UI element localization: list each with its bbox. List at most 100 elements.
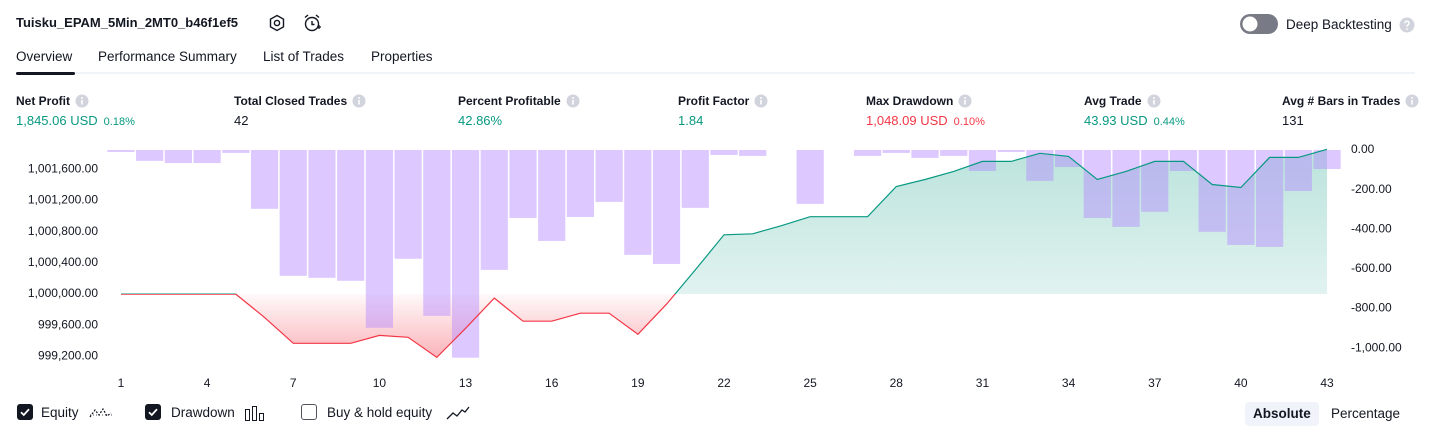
drawdown-checkbox[interactable]	[145, 404, 161, 420]
drawdown-bar	[566, 149, 595, 217]
drawdown-bar	[796, 149, 824, 204]
metric-label: Total Closed Trades	[234, 94, 366, 108]
drawdown-checkbox-label[interactable]: Drawdown	[171, 405, 235, 420]
tab[interactable]: List of Trades	[263, 49, 345, 64]
info-icon[interactable]	[958, 94, 972, 108]
metric-value-text: 1.84	[678, 113, 704, 128]
metric-percent: 0.18%	[103, 116, 135, 128]
metric-label: Avg Trade	[1084, 94, 1161, 108]
drawdown-bar	[882, 149, 910, 153]
metric-value: 42.86%	[458, 113, 502, 128]
x-tick-label: 40	[1234, 376, 1248, 390]
info-icon[interactable]	[566, 94, 580, 108]
metric-label-text: Max Drawdown	[866, 94, 954, 108]
drawdown-bar	[337, 149, 365, 281]
metric-value: 1.84	[678, 113, 703, 128]
metric-label-text: Avg # Bars in Trades	[1282, 94, 1401, 108]
drawdown-bar	[911, 149, 939, 158]
help-icon[interactable]	[1399, 17, 1415, 33]
y-tick-label: 1,001,200.00	[28, 193, 98, 207]
drawdown-bar	[193, 149, 221, 164]
y2-tick-label: -600.00	[1351, 261, 1392, 275]
info-icon[interactable]	[352, 94, 366, 108]
x-tick-label: 7	[290, 376, 297, 390]
x-tick-label: 34	[1062, 376, 1076, 390]
metric-value-text: 131	[1282, 113, 1304, 128]
metric-value-text: 1,845.06 USD	[16, 113, 98, 128]
deep-backtesting-toggle[interactable]	[1240, 14, 1278, 34]
metric-value-text: 1,048.09 USD	[866, 113, 948, 128]
chart: 999,200.00 999,600.00 1,000,000.00 1,000,40…	[28, 142, 1402, 390]
metric-label-text: Net Profit	[16, 94, 70, 108]
x-tick-label: 22	[717, 376, 731, 390]
y-tick-label: 999,600.00	[38, 317, 98, 331]
metric-label-text: Total Closed Trades	[234, 94, 348, 108]
drawdown-bar	[1256, 149, 1284, 247]
drawdown-bar	[480, 149, 508, 270]
drawdown-bar	[681, 149, 709, 208]
info-icon[interactable]	[754, 94, 768, 108]
equity-checkbox-label[interactable]: Equity	[41, 405, 79, 420]
drawdown-bar	[997, 149, 1025, 152]
y2-tick-label: -800.00	[1351, 301, 1392, 315]
x-tick-label: 1	[118, 376, 125, 390]
x-tick-label: 28	[890, 376, 904, 390]
drawdown-bar	[538, 149, 566, 241]
settings-icon[interactable]	[268, 14, 286, 32]
tab[interactable]: Overview	[16, 49, 73, 64]
x-tick-label: 13	[459, 376, 473, 390]
drawdown-bar	[1054, 149, 1083, 168]
drawdown-bar	[853, 149, 882, 156]
drawdown-bar	[739, 149, 767, 156]
metric-label-text: Profit Factor	[678, 94, 750, 108]
percentage-button[interactable]: Percentage	[1331, 406, 1401, 421]
tab[interactable]: Performance Summary	[98, 49, 237, 64]
drawdown-bar	[652, 149, 681, 264]
x-tick-label: 10	[373, 376, 387, 390]
alert-icon[interactable]	[302, 13, 322, 33]
equity-checkbox[interactable]	[17, 404, 33, 420]
drawdown-bar	[1083, 149, 1111, 218]
drawdown-bar	[1313, 149, 1341, 169]
drawdown-bar	[1198, 149, 1226, 232]
tab[interactable]: Properties	[371, 49, 433, 64]
info-icon[interactable]	[75, 94, 89, 108]
drawdown-bar	[1141, 149, 1169, 212]
drawdown-bar	[595, 149, 623, 202]
drawdown-bar	[1026, 149, 1054, 181]
equity-line	[121, 148, 1328, 359]
info-icon[interactable]	[1405, 94, 1419, 108]
metric-label: Profit Factor	[678, 94, 768, 108]
x-tick-label: 16	[545, 376, 559, 390]
metric-label: Max Drawdown	[866, 94, 972, 108]
drawdown-bar	[250, 149, 279, 209]
metric-value-text: 43.93 USD	[1084, 113, 1148, 128]
drawdown-bar	[279, 149, 307, 276]
metric-label-text: Avg Trade	[1084, 94, 1142, 108]
metric-label: Avg # Bars in Trades	[1282, 94, 1419, 108]
drawdown-bar	[710, 149, 738, 155]
buy-hold-checkbox-label[interactable]: Buy & hold equity	[327, 405, 433, 420]
drawdown-bar	[394, 149, 422, 259]
drawdown-bar	[365, 149, 394, 328]
info-icon[interactable]	[1147, 94, 1161, 108]
drawdown-bar	[451, 149, 480, 358]
metric-label-text: Percent Profitable	[458, 94, 561, 108]
absolute-button[interactable]: Absolute	[1245, 402, 1319, 426]
drawdown-bar	[1112, 149, 1140, 227]
x-tick-label: 31	[976, 376, 990, 390]
y-tick-label: 999,200.00	[38, 349, 98, 363]
drawdown-bar	[423, 149, 451, 316]
buy-hold-checkbox[interactable]	[301, 404, 317, 420]
drawdown-bar	[968, 149, 997, 171]
metric-value: 43.93 USD 0.44%	[1084, 113, 1185, 128]
y-tick-label: 1,000,000.00	[28, 286, 98, 300]
metric-value-text: 42.86%	[458, 113, 503, 128]
metric-value: 42	[234, 113, 248, 128]
drawdown-bar	[164, 149, 192, 164]
metric-label: Percent Profitable	[458, 94, 580, 108]
drawdown-bar	[1227, 149, 1255, 245]
y2-tick-label: -400.00	[1351, 221, 1392, 235]
metric-label: Net Profit	[16, 94, 89, 108]
